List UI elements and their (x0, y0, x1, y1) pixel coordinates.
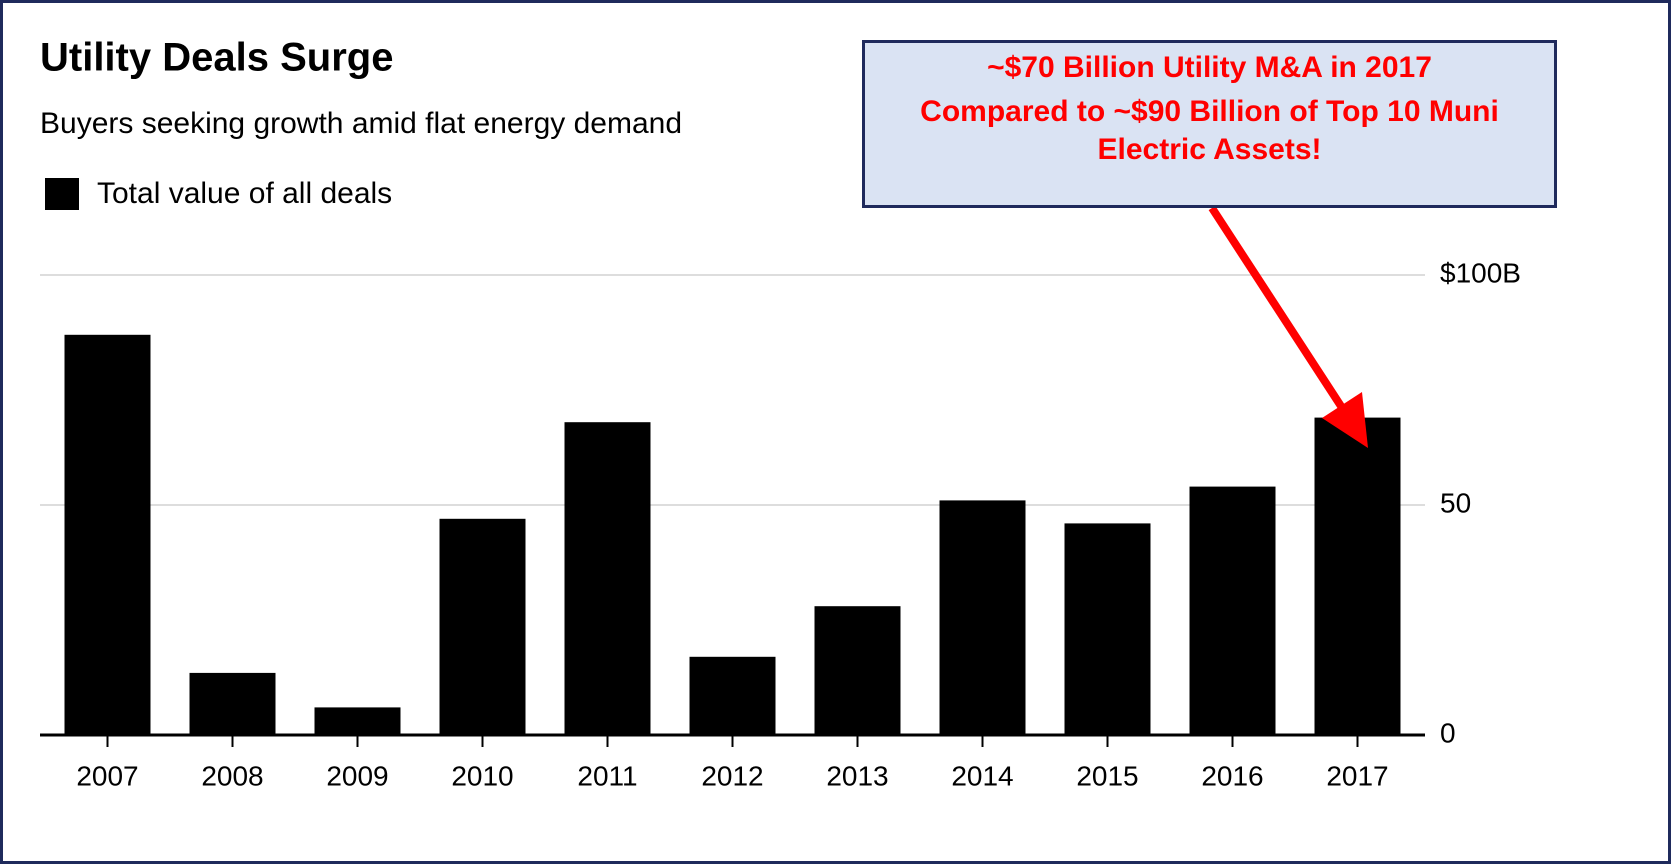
x-tick-label: 2014 (951, 760, 1013, 791)
x-tick-label: 2009 (326, 760, 388, 791)
bar (564, 422, 651, 735)
arrow-head (1322, 392, 1368, 448)
x-tick-label: 2017 (1326, 760, 1388, 791)
bar (814, 606, 901, 735)
annotation-box: ~$70 Billion Utility M&A in 2017 Compare… (862, 40, 1557, 208)
x-tick-label: 2010 (451, 760, 513, 791)
bar (1064, 523, 1151, 735)
bar (314, 707, 401, 735)
x-tick-label: 2007 (76, 760, 138, 791)
bar (939, 500, 1026, 735)
bar (1189, 486, 1276, 735)
x-tick-label: 2011 (577, 760, 637, 791)
x-tick-label: 2016 (1201, 760, 1263, 791)
marks: 0 50 $100B 2007 2008 2009 2010 2011 2012 2013 2014… (40, 257, 1521, 791)
annotation: ~$70 Billion Utility M&A in 2017 (987, 51, 1432, 84)
x-tick-label: 2015 (1076, 760, 1138, 791)
bar (64, 334, 151, 735)
legend-swatch (45, 178, 79, 210)
x-tick-label: 2008 (201, 760, 263, 791)
x-tick-label: 2013 (826, 760, 888, 791)
arrow (1208, 205, 1354, 423)
annotation: Compared to ~$90 Billion of Top 10 Muni … (920, 95, 1499, 166)
bar (1314, 417, 1401, 735)
bar (689, 656, 776, 735)
chart-subtitle: Buyers seeking growth amid flat energy d… (40, 107, 682, 140)
chart-title: Utility Deals Surge (40, 36, 393, 80)
y-tick-label: 0 (1440, 717, 1456, 748)
bar (439, 518, 526, 735)
y-tick-label: 50 (1440, 487, 1471, 518)
x-tick-label: 2012 (701, 760, 763, 791)
legend-label: Total value of all deals (97, 177, 392, 210)
bar (189, 672, 276, 735)
y-tick-label: $100B (1440, 257, 1521, 288)
